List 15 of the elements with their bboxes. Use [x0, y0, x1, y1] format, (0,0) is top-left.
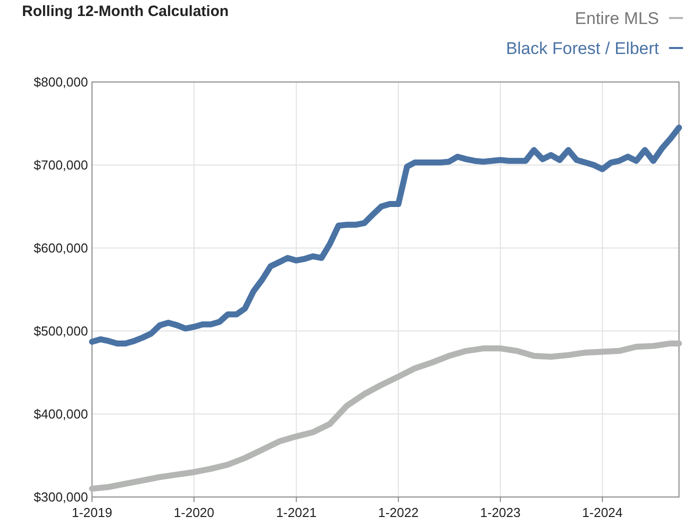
x-tick-label: 1-2020	[174, 505, 214, 520]
y-tick-label: $500,000	[34, 324, 88, 339]
y-tick-label: $600,000	[34, 240, 88, 256]
x-tick-label: 1-2019	[72, 505, 112, 520]
x-tick-label: 1-2021	[276, 505, 317, 520]
y-tick-label: $400,000	[34, 406, 88, 422]
x-tick-label: 1-2023	[480, 505, 521, 520]
y-tick-label: $800,000	[34, 74, 88, 90]
y-tick-label: $300,000	[34, 490, 88, 505]
x-tick-label: 1-2024	[582, 505, 623, 520]
legend-label: Black Forest / Elbert	[506, 38, 660, 58]
chart-title: Rolling 12-Month Calculation	[22, 3, 229, 20]
legend-label: Entire MLS	[574, 8, 659, 28]
x-tick-label: 1-2022	[378, 505, 419, 520]
y-tick-label: $700,000	[34, 158, 88, 173]
